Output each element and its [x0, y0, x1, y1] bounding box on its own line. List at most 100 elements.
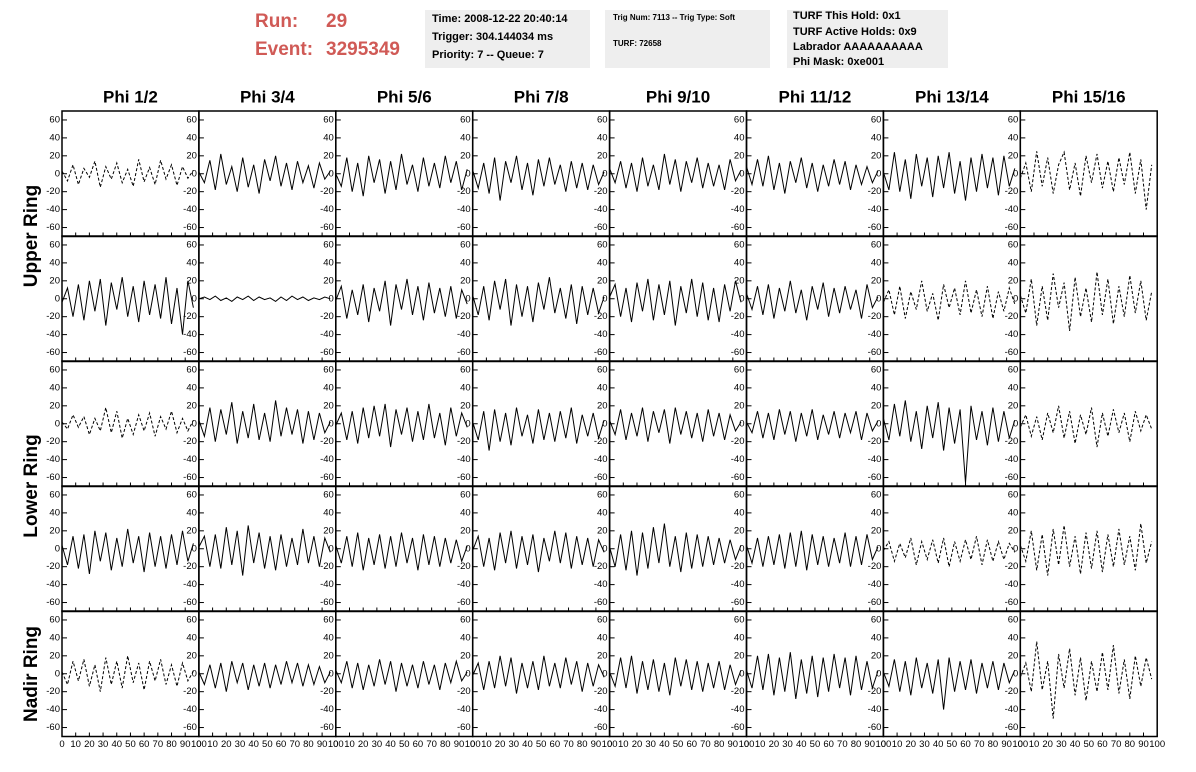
y-tick-label: -60: [594, 347, 608, 358]
y-tick-label: 0: [465, 293, 470, 304]
y-tick-label: 0: [465, 668, 470, 679]
y-tick-label: -60: [183, 597, 197, 608]
y-tick-label: -40: [183, 204, 197, 215]
y-tick-label: 0: [55, 543, 60, 554]
y-tick-label: 40: [323, 382, 334, 393]
y-tick-label: -20: [46, 686, 60, 697]
x-tick-label: 30: [919, 739, 930, 750]
y-tick-label: 60: [186, 239, 197, 250]
waveform: [61, 655, 194, 692]
y-tick-label: 0: [329, 543, 334, 554]
y-tick-label: -40: [320, 204, 334, 215]
y-tick-label: -20: [183, 311, 197, 322]
y-tick-label: 60: [597, 614, 608, 625]
x-tick-label: 80: [714, 739, 725, 750]
y-tick-label: -20: [594, 186, 608, 197]
x-tick-label: 20: [221, 739, 232, 750]
y-tick-label: 20: [734, 275, 745, 286]
x-tick-label: 70: [289, 739, 300, 750]
waveform: [472, 277, 605, 326]
y-tick-label: -20: [594, 561, 608, 572]
x-tick-label: 40: [522, 739, 533, 750]
y-tick-label: -40: [46, 329, 60, 340]
x-tick-label: 40: [796, 739, 807, 750]
y-tick-label: 60: [1008, 614, 1019, 625]
y-tick-label: -20: [320, 186, 334, 197]
x-tick-label: 50: [536, 739, 547, 750]
y-tick-label: -40: [731, 204, 745, 215]
y-tick-label: -20: [868, 436, 882, 447]
y-tick-label: -20: [457, 311, 471, 322]
x-tick-label: 90: [1138, 739, 1149, 750]
x-tick-label: 90: [180, 739, 191, 750]
y-tick-label: 20: [49, 650, 60, 661]
y-tick-label: 40: [49, 632, 60, 643]
x-tick-label: 90: [864, 739, 875, 750]
waveform: [882, 400, 1016, 483]
x-tick-label: 60: [139, 739, 150, 750]
y-tick-label: -60: [183, 722, 197, 733]
y-tick-label: 0: [876, 293, 881, 304]
y-tick-label: -40: [183, 704, 197, 715]
y-tick-label: -20: [320, 686, 334, 697]
x-tick-label: 60: [550, 739, 561, 750]
y-tick-label: 60: [597, 114, 608, 125]
panel-frame: [335, 360, 474, 488]
y-tick-label: -40: [594, 204, 608, 215]
y-tick-label: 60: [734, 114, 745, 125]
y-tick-label: 0: [329, 168, 334, 179]
y-tick-label: 60: [597, 239, 608, 250]
y-tick-label: 60: [49, 239, 60, 250]
y-tick-label: -20: [1005, 686, 1019, 697]
y-tick-label: 0: [55, 293, 60, 304]
y-tick-label: 60: [460, 239, 471, 250]
y-tick-label: -40: [320, 454, 334, 465]
panel-frame: [608, 235, 748, 363]
y-tick-label: 40: [49, 382, 60, 393]
x-tick-label: 70: [426, 739, 437, 750]
y-tick-label: -60: [731, 347, 745, 358]
y-tick-label: 0: [602, 668, 607, 679]
y-tick-label: 20: [49, 400, 60, 411]
y-tick-label: 40: [734, 382, 745, 393]
y-tick-label: 60: [323, 489, 334, 500]
x-tick-label: 50: [673, 739, 684, 750]
y-tick-label: 0: [1013, 418, 1018, 429]
y-tick-label: 0: [739, 543, 744, 554]
x-tick-label: 70: [837, 739, 848, 750]
y-tick-label: -40: [594, 329, 608, 340]
y-tick-label: 60: [186, 364, 197, 375]
y-tick-label: 20: [460, 400, 471, 411]
x-tick-label: 80: [1125, 739, 1136, 750]
y-tick-label: 0: [602, 168, 607, 179]
y-tick-label: 20: [597, 150, 608, 161]
y-tick-label: 20: [49, 150, 60, 161]
x-tick-label: 0: [744, 739, 749, 750]
y-tick-label: -60: [46, 472, 60, 483]
y-tick-label: 40: [871, 507, 882, 518]
x-tick-label: 80: [851, 739, 862, 750]
y-tick-label: 0: [739, 668, 744, 679]
y-tick-label: 20: [186, 650, 197, 661]
y-tick-label: -40: [868, 454, 882, 465]
waveform: [746, 652, 879, 699]
x-tick-label: 10: [344, 739, 355, 750]
y-tick-label: -40: [1005, 329, 1019, 340]
y-tick-label: -40: [594, 579, 608, 590]
y-tick-label: -40: [183, 329, 197, 340]
x-tick-label: 30: [782, 739, 793, 750]
y-tick-label: 0: [876, 543, 881, 554]
x-tick-label: 10: [207, 739, 218, 750]
y-tick-label: 40: [186, 507, 197, 518]
y-tick-label: 60: [871, 239, 882, 250]
y-tick-label: -60: [457, 722, 471, 733]
x-tick-label: 40: [659, 739, 670, 750]
y-tick-label: -20: [320, 436, 334, 447]
y-tick-label: 40: [871, 632, 882, 643]
y-tick-label: 60: [186, 489, 197, 500]
y-tick-label: 20: [186, 150, 197, 161]
y-tick-label: -60: [868, 597, 882, 608]
y-tick-label: 60: [871, 489, 882, 500]
y-tick-label: 0: [739, 168, 744, 179]
